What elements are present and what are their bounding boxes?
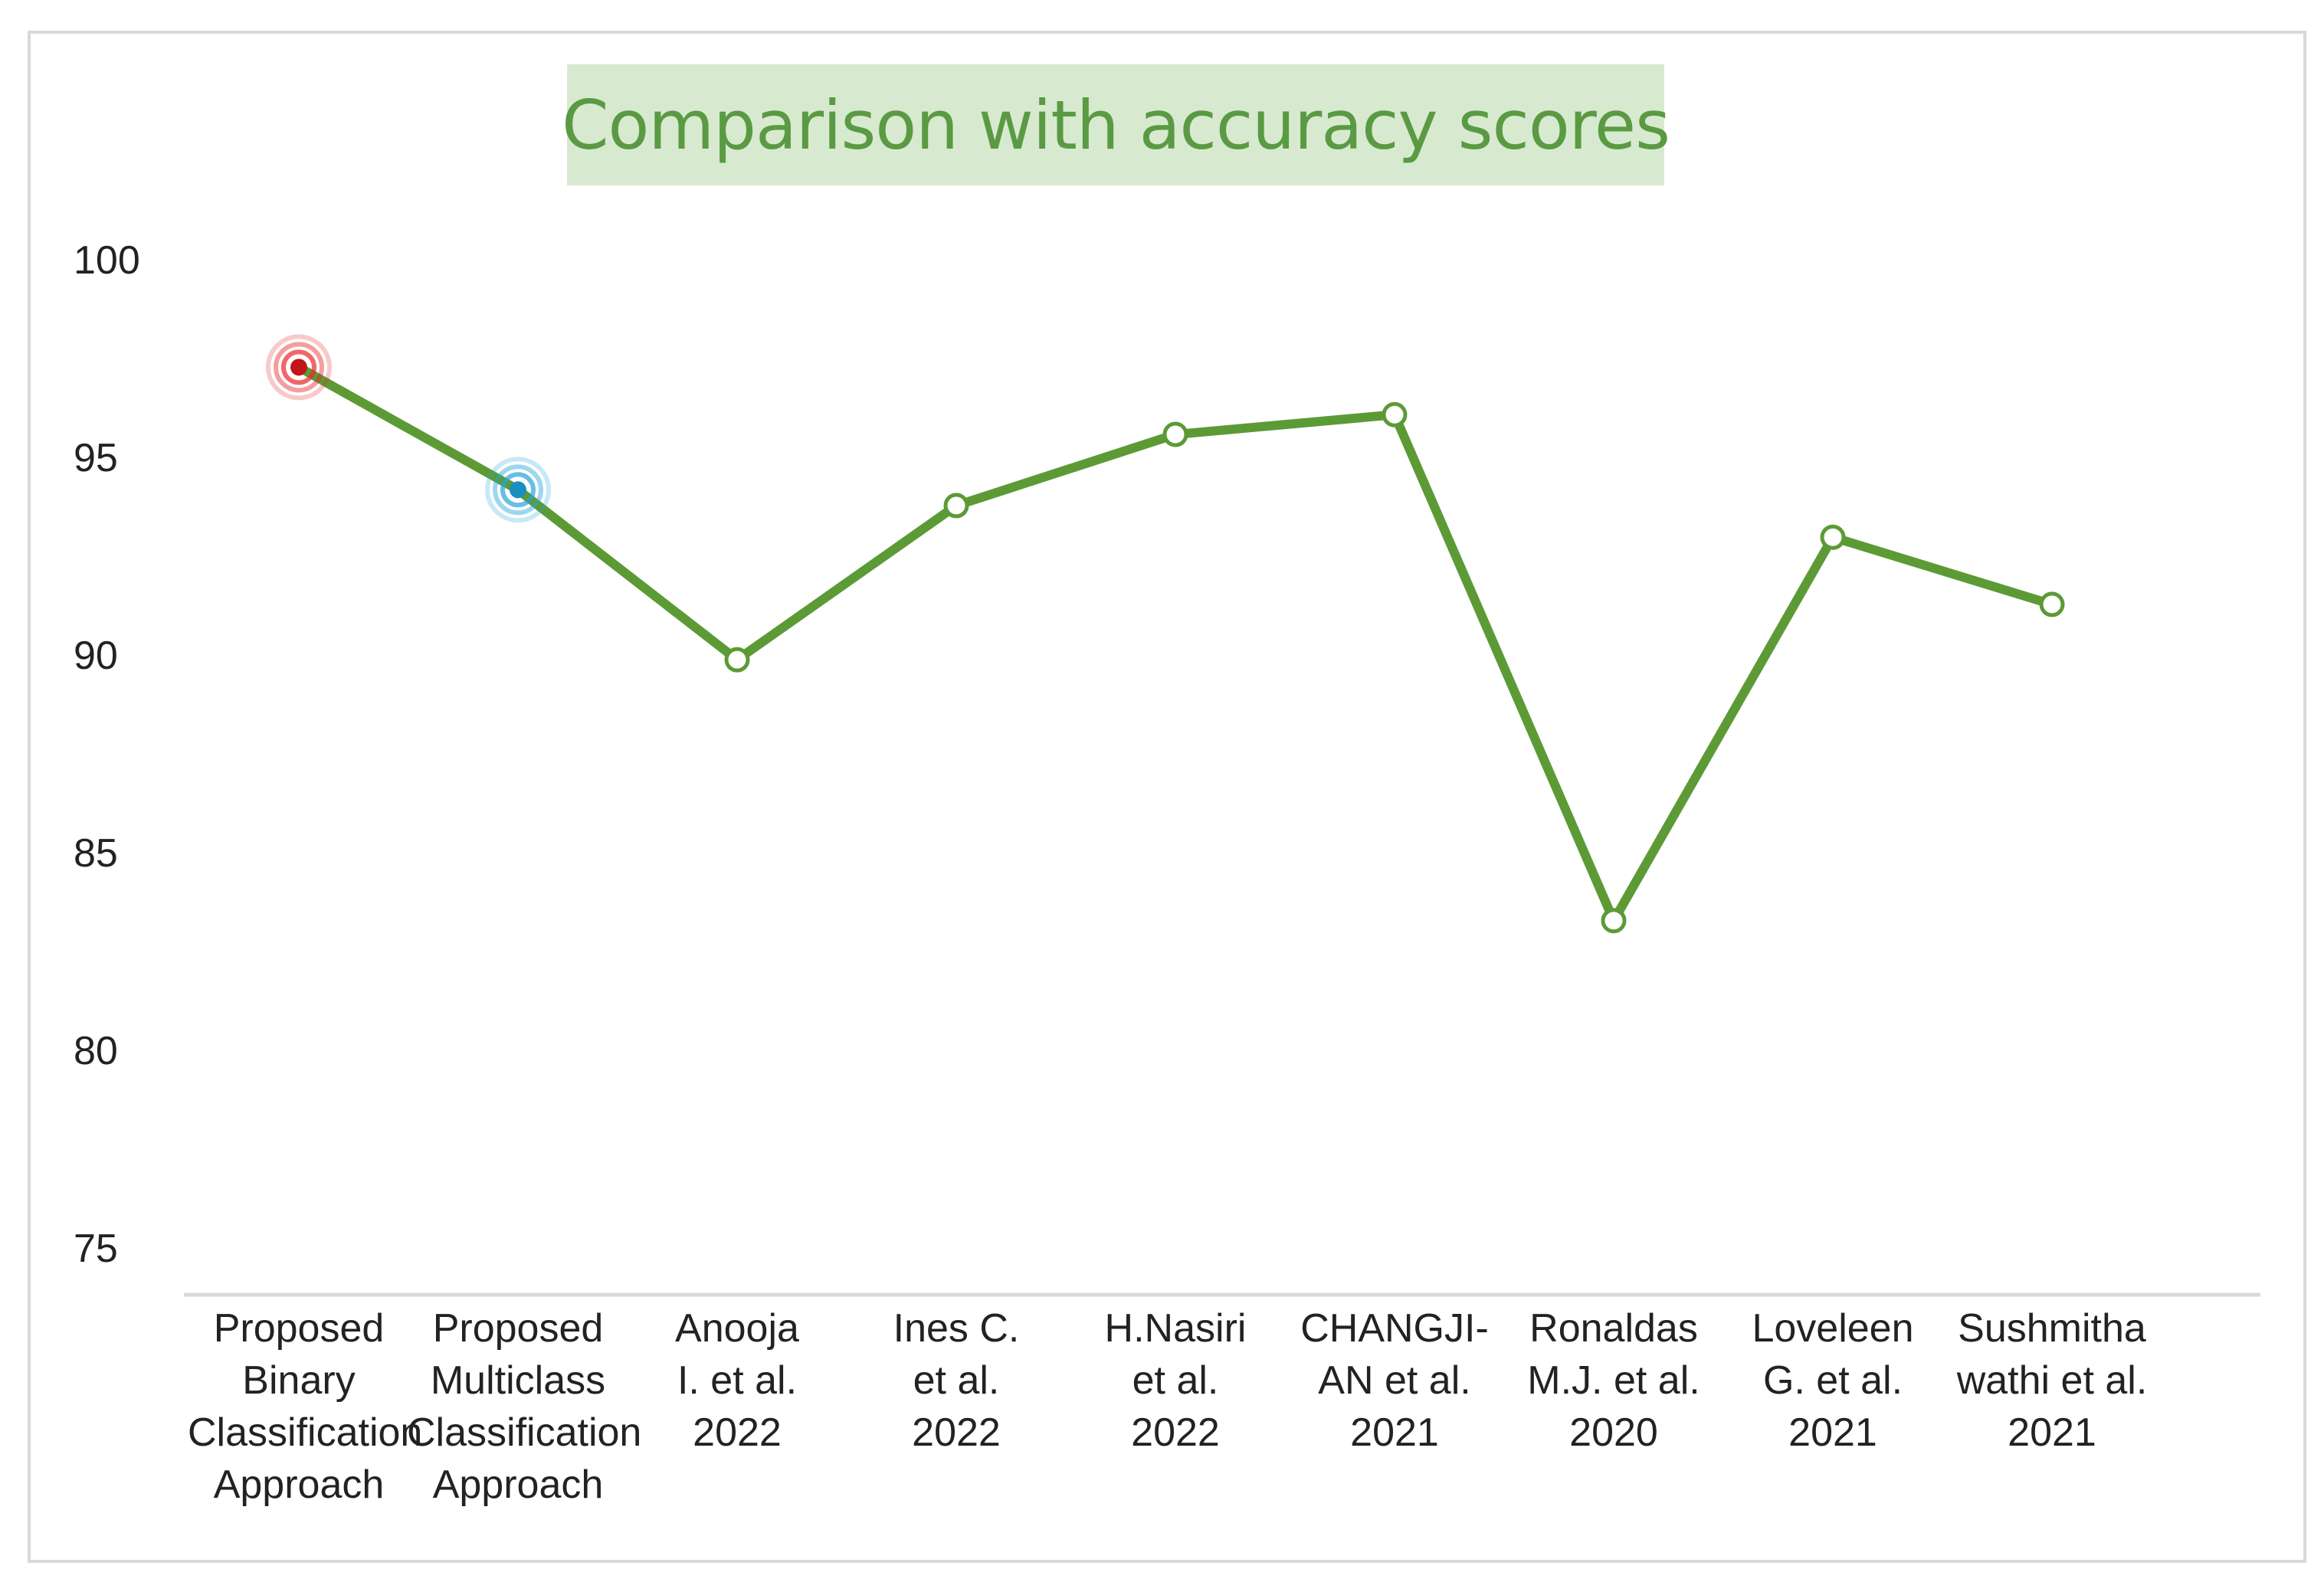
chart-title: Comparison with accuracy scores [562, 85, 1670, 165]
x-tick-label: Loveleen G. et al. 2021 [1722, 1302, 1944, 1459]
data-point-marker [724, 647, 750, 673]
x-tick-label-line: Multiclass [430, 1358, 606, 1403]
y-tick-label: 85 [74, 831, 118, 876]
x-tick-label-line: 2021 [1788, 1410, 1877, 1455]
x-tick-label-line: Anooja [675, 1306, 799, 1351]
x-tick-label-line: 2022 [1131, 1410, 1220, 1455]
x-tick-label: Ronaldas M.J. et al. 2020 [1503, 1302, 1725, 1459]
y-tick-label: 90 [74, 634, 118, 678]
x-tick-label-line: Sushmitha [1958, 1306, 2146, 1351]
x-tick-label-line: G. et al. [1762, 1358, 1903, 1403]
chart-title-box: Comparison with accuracy scores [562, 64, 1670, 185]
x-tick-label-line: AN et al. [1318, 1358, 1471, 1403]
x-tick-label-line: 2020 [1569, 1410, 1658, 1455]
series-line [294, 362, 2057, 925]
x-tick-label-line: Classification [407, 1410, 642, 1455]
data-point-marker [943, 493, 969, 519]
x-tick-label-line: Classification [188, 1410, 423, 1455]
x-tick-label-line: Proposed [432, 1306, 604, 1351]
y-tick-label: 95 [74, 436, 118, 480]
data-point-marker [1820, 524, 1846, 550]
highlight-marker-multiclass [485, 457, 551, 523]
x-tick-label-line: Loveleen [1752, 1306, 1914, 1351]
x-tick-label-line: et al. [913, 1358, 1000, 1403]
x-tick-label: Ines C. et al. 2022 [845, 1302, 1067, 1459]
x-tick-label-line: et al. [1132, 1358, 1219, 1403]
x-tick-label: CHANGJI- AN et al. 2021 [1283, 1302, 1506, 1459]
x-tick-label: H.Nasiri et al. 2022 [1064, 1302, 1287, 1459]
x-tick-label: Proposed Binary Classification Approach [188, 1302, 423, 1511]
x-tick-label-line: 2022 [912, 1410, 1001, 1455]
chart-frame [28, 31, 2306, 1563]
x-tick-label-line: Approach [432, 1463, 604, 1507]
y-tick-label: 100 [74, 238, 140, 283]
data-point-marker [2039, 591, 2065, 617]
x-tick-label-line: 2022 [693, 1410, 782, 1455]
data-point-marker [1601, 908, 1627, 934]
x-tick-label-line: Binary [242, 1358, 356, 1403]
x-tick-label-line: Proposed [213, 1306, 385, 1351]
x-tick-label-line: 2021 [2008, 1410, 2096, 1455]
x-tick-label-line: H.Nasiri [1104, 1306, 1247, 1351]
x-tick-label-line: wathi et al. [1956, 1358, 2148, 1403]
data-point-marker [1162, 421, 1188, 447]
x-tick-label-line: Ronaldas [1529, 1306, 1698, 1351]
x-tick-label-line: M.J. et al. [1527, 1358, 1700, 1403]
x-tick-label-line: I. et al. [677, 1358, 798, 1403]
highlight-marker-binary [266, 334, 332, 401]
x-tick-label: Proposed Multiclass Classification Approach [407, 1302, 642, 1511]
y-tick-label: 75 [74, 1227, 118, 1271]
x-tick-label-line: 2021 [1350, 1410, 1439, 1455]
y-tick-label: 80 [74, 1029, 118, 1073]
data-point-marker [1382, 401, 1408, 427]
x-tick-label: Sushmitha wathi et al. 2021 [1941, 1302, 2163, 1459]
x-tick-label-line: CHANGJI- [1300, 1306, 1489, 1351]
x-tick-label-line: Ines C. [893, 1306, 1020, 1351]
x-tick-label-line: Approach [213, 1463, 385, 1507]
x-tick-label: Anooja I. et al. 2022 [626, 1302, 848, 1459]
